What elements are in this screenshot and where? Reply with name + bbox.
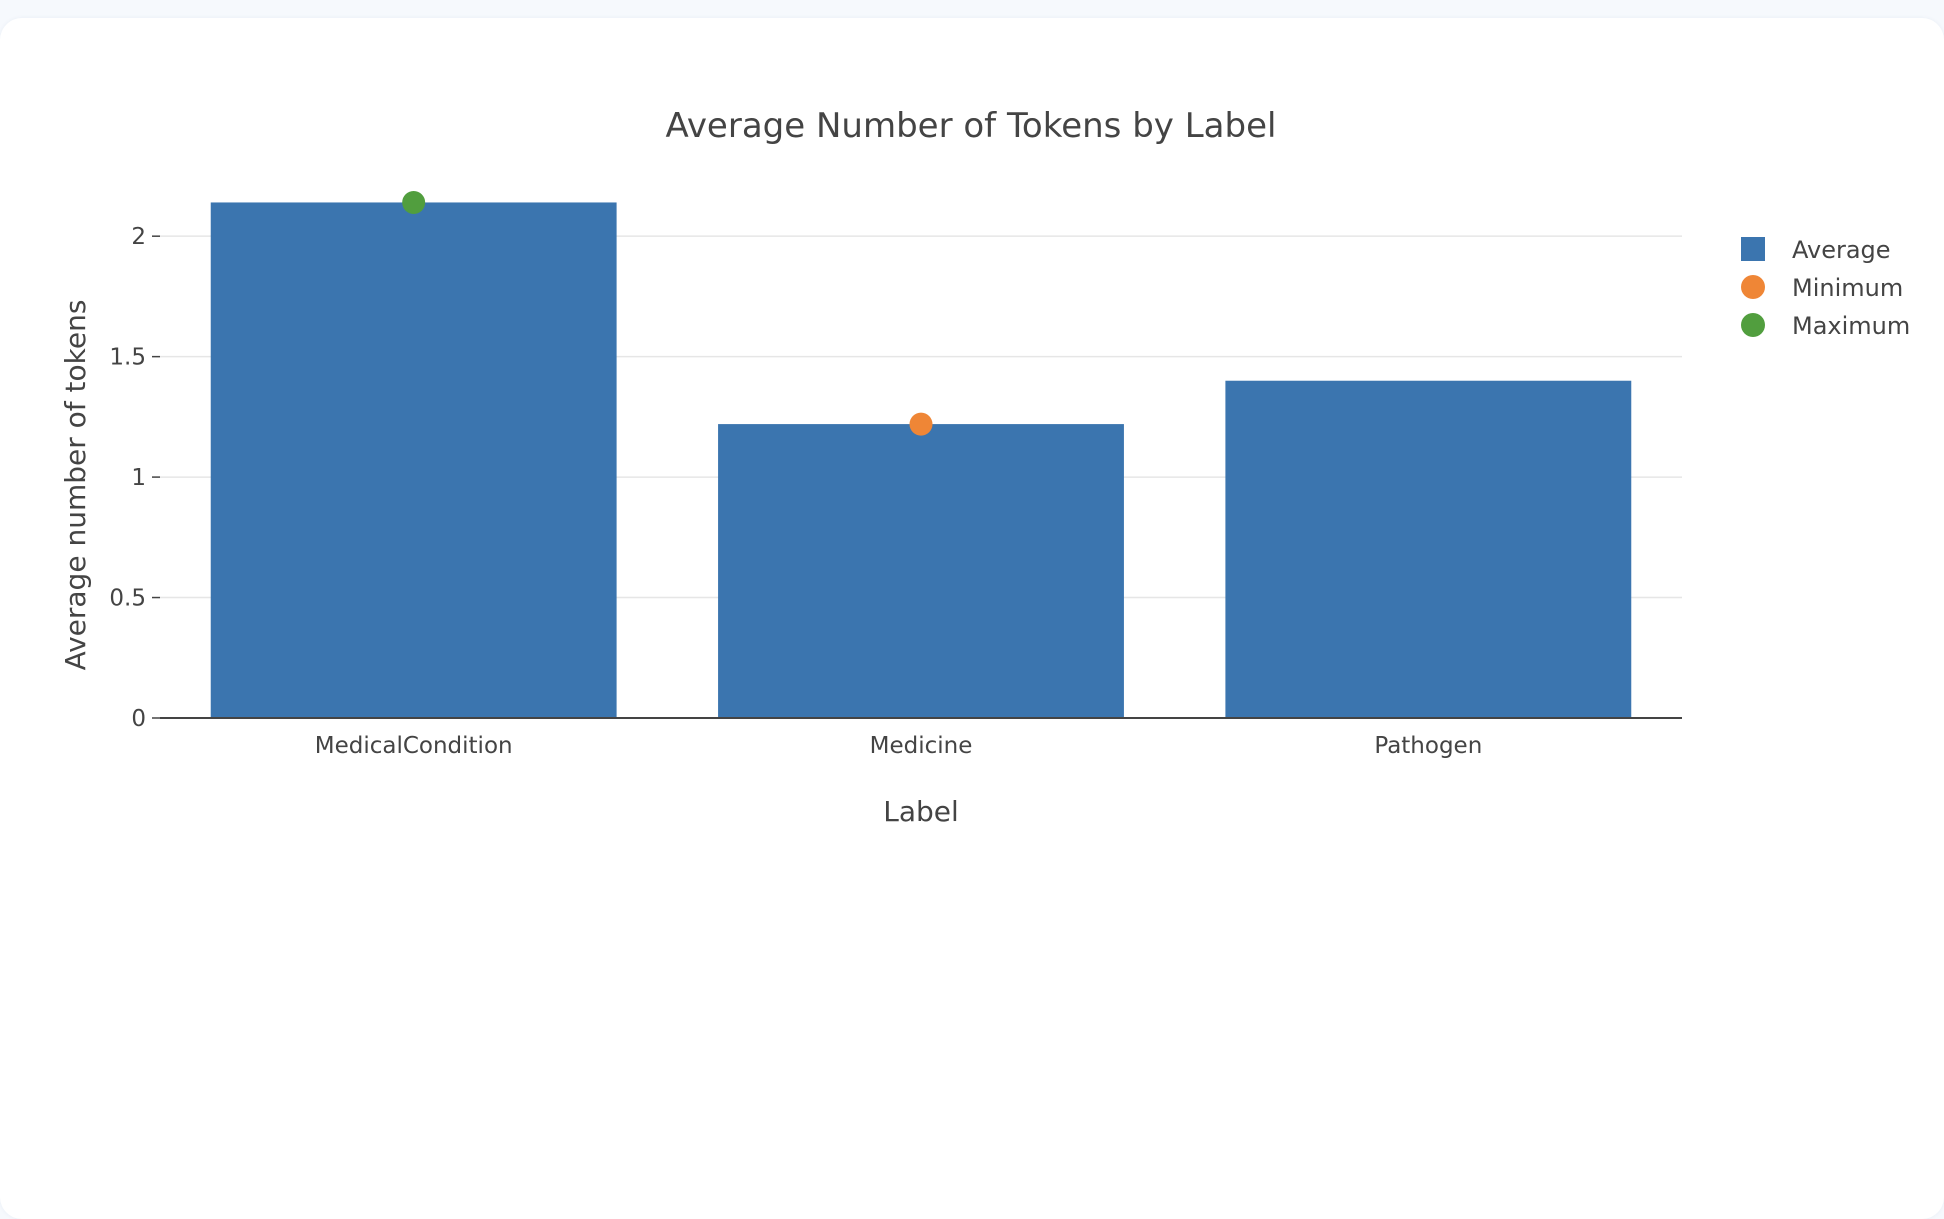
bar-chart: Average Number of Tokens by Label 0 0.5 1 1… <box>59 106 1910 828</box>
legend: Average Minimum Maximum <box>1741 236 1910 340</box>
legend-label-average: Average <box>1792 236 1891 264</box>
minimum-marker <box>909 412 933 436</box>
bar-pathogen <box>1225 380 1632 718</box>
legend-swatch-average <box>1741 237 1765 261</box>
x-tick-label: Medicine <box>870 733 973 759</box>
y-tick-label: 1.5 <box>109 345 146 371</box>
y-tick-label: 0.5 <box>109 586 146 612</box>
legend-swatch-maximum <box>1741 313 1765 337</box>
y-tick-label: 0 <box>131 706 146 732</box>
y-axis-ticks: 0 0.5 1 1.5 2 <box>109 224 160 732</box>
x-tick-label: MedicalCondition <box>315 733 513 759</box>
markers <box>402 190 933 436</box>
y-axis-label: Average number of tokens <box>59 300 92 671</box>
bar-medicine <box>718 424 1124 718</box>
bars <box>210 202 1632 719</box>
x-axis-ticks: MedicalCondition Medicine Pathogen <box>315 733 1483 759</box>
chart-card: Average Number of Tokens by Label 0 0.5 1 1… <box>0 18 1944 1219</box>
y-tick-label: 1 <box>131 465 146 491</box>
legend-label-minimum: Minimum <box>1792 274 1903 302</box>
chart-title: Average Number of Tokens by Label <box>666 106 1277 146</box>
x-axis-label: Label <box>883 795 959 828</box>
legend-label-maximum: Maximum <box>1792 312 1910 340</box>
x-tick-label: Pathogen <box>1374 733 1482 759</box>
legend-swatch-minimum <box>1741 275 1765 299</box>
y-tick-label: 2 <box>131 224 146 250</box>
bar-medicalcondition <box>210 202 617 719</box>
maximum-marker <box>402 190 426 214</box>
